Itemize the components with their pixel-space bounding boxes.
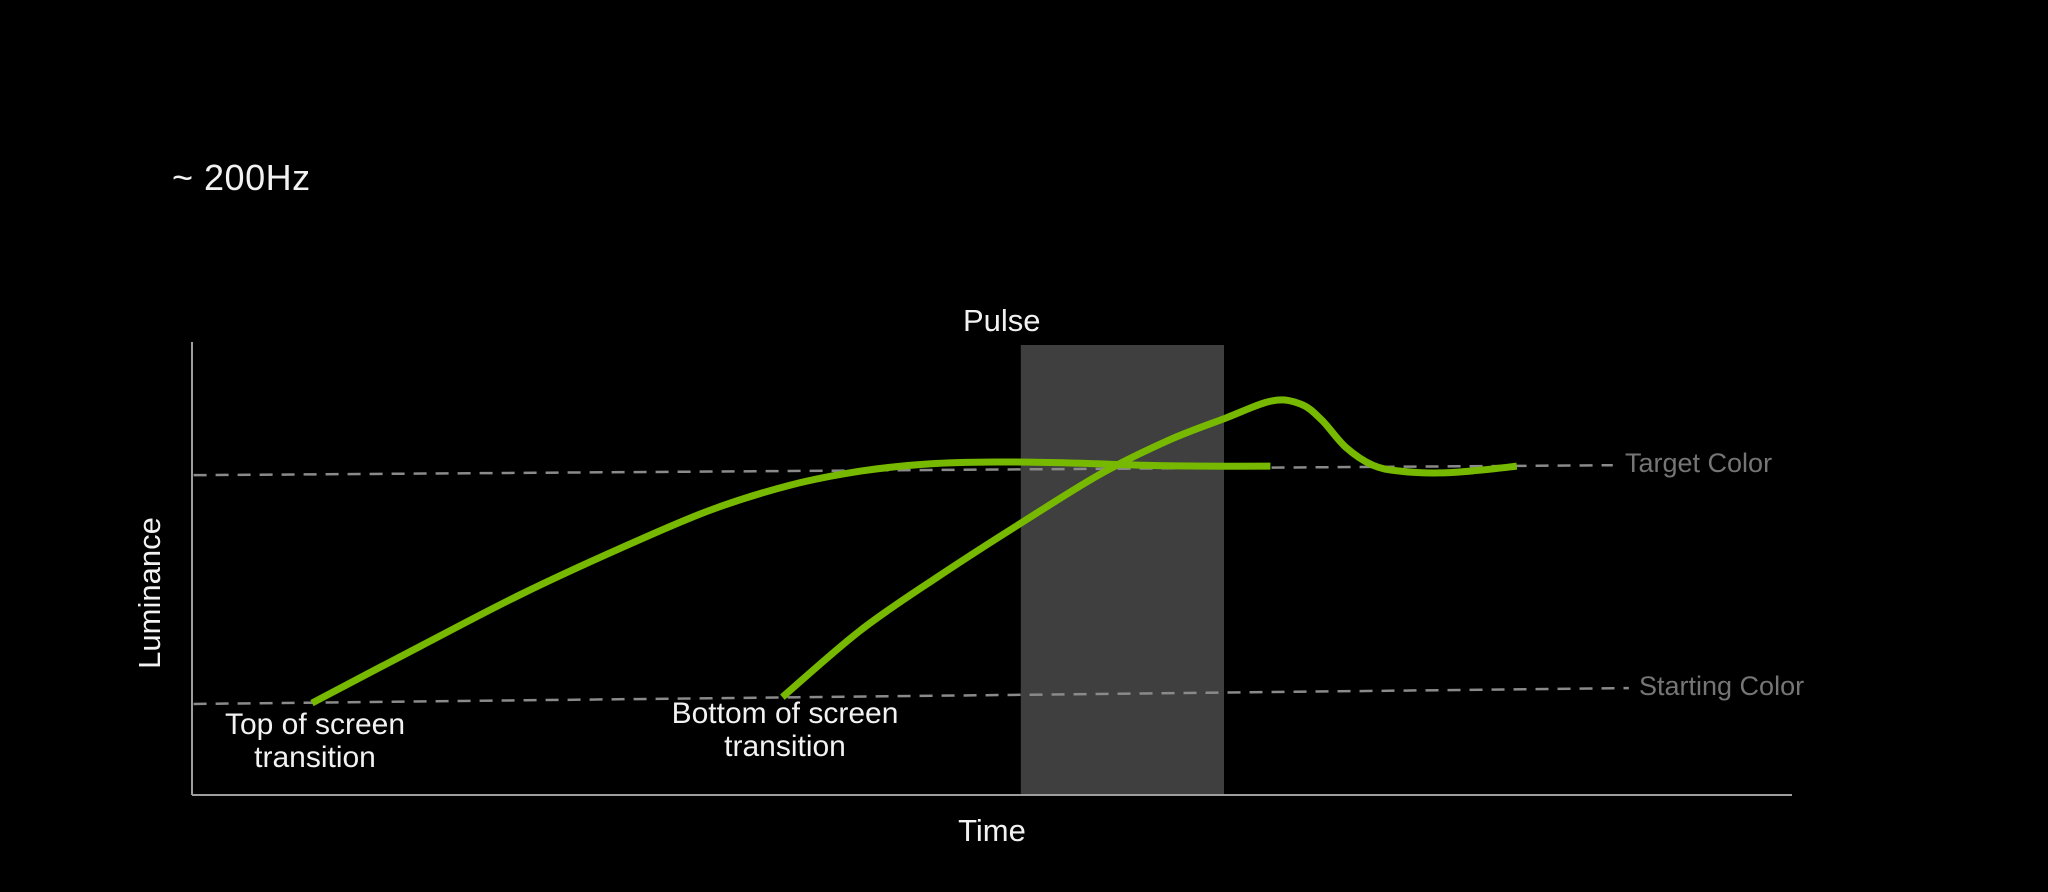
starting-color-label: Starting Color [1639, 671, 1805, 701]
bottom-transition-curve [780, 396, 1518, 700]
refresh-rate-note: ~ 200Hz [172, 157, 311, 198]
y-axis-label: Luminance [132, 517, 167, 669]
bottom-transition-label: Bottom of screen transition [635, 697, 935, 763]
target-color-dashed-line [193, 463, 1613, 477]
target-color-label: Target Color [1625, 448, 1773, 478]
bottom-transition-label-line1: Bottom of screen [671, 697, 899, 730]
top-transition-label-line2: transition [254, 741, 376, 774]
bottom-transition-label-line2: transition [724, 730, 846, 763]
top-transition-label: Top of screen transition [165, 708, 465, 774]
pulse-band [1020, 345, 1224, 795]
top-transition-label-line1: Top of screen [224, 708, 406, 741]
pulse-label: Pulse [963, 303, 1041, 338]
x-axis-label: Time [958, 813, 1026, 848]
top-transition-curve [310, 458, 1271, 707]
starting-color-dashed-line [193, 686, 1629, 706]
